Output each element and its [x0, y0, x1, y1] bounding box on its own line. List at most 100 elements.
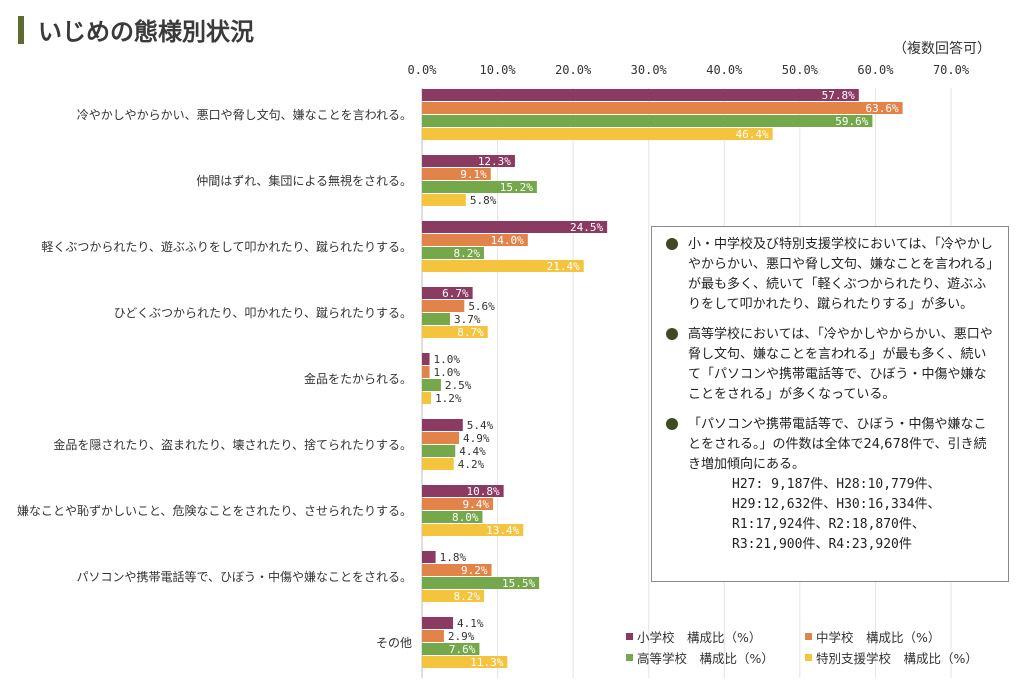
bar	[422, 485, 504, 497]
data-label: 12.3%	[478, 155, 511, 168]
bar	[422, 155, 515, 167]
multiple-answer-note: （複数回答可）	[893, 41, 991, 57]
data-label: 6.7%	[442, 287, 469, 300]
data-label: 15.2%	[500, 181, 533, 194]
data-label: 5.4%	[467, 419, 494, 432]
data-label: 59.6%	[835, 115, 868, 128]
legend-swatch	[626, 654, 633, 661]
bar	[422, 168, 491, 180]
summary-box: 小・中学校及び特別支援学校においては、「冷やかしやからかい、悪口や脅し文句、嫌な…	[651, 226, 1009, 582]
x-tick-label: 40.0%	[706, 63, 743, 77]
bar	[422, 353, 430, 365]
bar	[422, 617, 453, 629]
data-label: 4.4%	[459, 445, 486, 458]
data-label: 2.9%	[448, 630, 475, 643]
count-line-4: R3:21,900件、R4:23,920件	[732, 537, 912, 552]
x-tick-label: 50.0%	[782, 63, 819, 77]
bar	[422, 656, 508, 668]
count-line-2: H29:12,632件、H30:16,334件、	[732, 497, 941, 512]
bar	[422, 260, 584, 272]
bar	[422, 643, 480, 655]
x-tick-label: 0.0%	[408, 63, 438, 77]
data-label: 9.1%	[460, 168, 487, 181]
data-label: 5.8%	[470, 194, 497, 207]
summary-text-2: 高等学校においては、「冷やかしやからかい、悪口や脅し文句、嫌なことを言われる」が…	[688, 327, 993, 402]
x-tick-label: 10.0%	[480, 63, 517, 77]
bullet-icon	[666, 328, 678, 340]
legend-swatch	[626, 633, 633, 640]
data-label: 3.7%	[454, 313, 481, 326]
summary-item-1: 小・中学校及び特別支援学校においては、「冷やかしやからかい、悪口や脅し文句、嫌な…	[662, 235, 998, 315]
page-title: いじめの態様別状況	[38, 18, 254, 46]
bar	[422, 577, 540, 589]
data-label: 1.8%	[440, 551, 467, 564]
bar	[422, 89, 859, 101]
bar	[422, 524, 524, 536]
data-label: 24.5%	[570, 221, 603, 234]
data-label: 1.2%	[435, 392, 462, 405]
data-label: 57.8%	[822, 89, 855, 102]
category-label: 金品をたかられる。	[304, 371, 412, 386]
data-label: 7.6%	[449, 643, 476, 656]
category-label: 仲間はずれ、集団による無視をされる。	[196, 173, 412, 188]
summary-item-2: 高等学校においては、「冷やかしやからかい、悪口や脅し文句、嫌なことを言われる」が…	[662, 325, 998, 405]
data-label: 9.4%	[463, 498, 490, 511]
x-tick-label: 60.0%	[857, 63, 894, 77]
bar	[422, 128, 773, 140]
bar	[422, 432, 460, 444]
bar	[422, 590, 484, 602]
count-line-3: R1:17,924件、R2:18,870件、	[732, 517, 925, 532]
x-tick-label: 20.0%	[555, 63, 592, 77]
legend-swatch	[805, 654, 812, 661]
bar	[422, 630, 444, 642]
summary-text-1: 小・中学校及び特別支援学校においては、「冷やかしやからかい、悪口や脅し文句、嫌な…	[688, 237, 993, 312]
data-label: 63.6%	[866, 102, 899, 115]
bullet-icon	[666, 418, 678, 430]
data-label: 8.0%	[452, 511, 479, 524]
legend-label: 中学校 構成比（%）	[816, 630, 940, 645]
bar	[422, 458, 454, 470]
data-label: 10.8%	[466, 485, 499, 498]
bar	[422, 102, 903, 114]
data-label: 21.4%	[547, 260, 580, 273]
x-tick-label: 30.0%	[631, 63, 668, 77]
data-label: 13.4%	[486, 524, 519, 537]
legend-label: 小学校 構成比（%）	[637, 630, 761, 645]
category-label: その他	[376, 636, 412, 650]
bar	[422, 564, 492, 576]
legend-label: 高等学校 構成比（%）	[637, 651, 774, 666]
data-label: 14.0%	[491, 234, 524, 247]
data-label: 8.2%	[453, 590, 480, 603]
legend-label: 特別支援学校 構成比（%）	[816, 651, 978, 666]
bar	[422, 379, 441, 391]
data-label: 9.2%	[461, 564, 488, 577]
category-label: 軽くぶつかられたり、遊ぶふりをして叩かれたり、蹴られたりする。	[41, 239, 412, 254]
bar	[422, 234, 528, 246]
bar	[422, 221, 608, 233]
bar	[422, 181, 537, 193]
summary-item-3: 「パソコンや携帯電話等で、ひぼう・中傷や嫌なことをされる。」の件数は全体で24,…	[662, 415, 998, 555]
category-label: パソコンや携帯電話等で、ひぼう・中傷や嫌なことをされる。	[76, 569, 412, 584]
legend-swatch	[805, 633, 812, 640]
data-label: 4.9%	[463, 432, 490, 445]
data-label: 1.0%	[434, 366, 461, 379]
data-label: 8.2%	[453, 247, 480, 260]
title-accent-bar	[18, 16, 24, 44]
bar	[422, 194, 466, 206]
data-label: 11.3%	[470, 656, 503, 669]
bar	[422, 551, 436, 563]
data-label: 4.1%	[457, 617, 484, 630]
bar	[422, 247, 484, 259]
category-label: 嫌なことや恥ずかしいこと、危険なことをされたり、させられたりする。	[17, 504, 412, 518]
data-label: 2.5%	[445, 379, 472, 392]
bar	[422, 419, 463, 431]
bar	[422, 366, 430, 378]
bar	[422, 287, 473, 299]
bar	[422, 511, 483, 523]
bar	[422, 313, 450, 325]
bar	[422, 115, 873, 127]
category-label: 金品を隠されたり、盗まれたり、壊されたり、捨てられたりする。	[53, 437, 412, 452]
bar	[422, 326, 488, 338]
data-label: 5.6%	[468, 300, 495, 313]
data-label: 15.5%	[502, 577, 535, 590]
